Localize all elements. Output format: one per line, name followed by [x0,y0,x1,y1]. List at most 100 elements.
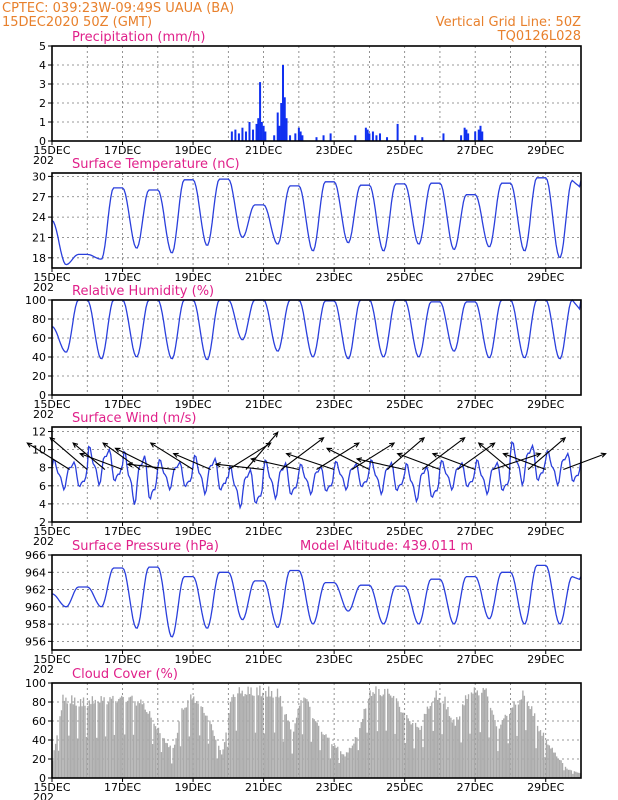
cloud-bar [209,720,211,778]
cloud-bar [56,735,58,778]
cloud-bar [416,726,418,778]
wind-arrowhead [126,462,133,468]
cloud-bar [482,687,484,778]
cloud-bar [459,716,461,778]
cloud-bar [457,719,459,778]
panel-title: Precipitation (mm/h) [72,30,205,45]
cloud-bar [548,745,551,778]
panel-temperature: 18 21 24 27 30 15DEC 17DEC 19DEC 21DEC 23DEC 25DEC… [32,157,582,294]
cloud-bar [317,725,320,778]
y-tick-label: 8 [39,462,46,475]
wind-arrowhead [26,442,33,448]
cloud-bar [406,714,408,778]
cloud-bar [204,715,207,778]
wind-arrowhead [502,452,509,458]
cloud-bar [106,704,108,778]
cloud-bar [288,721,290,778]
cloud-bar [419,729,421,778]
cloud-bar [382,694,384,778]
cloud-bar [238,687,240,778]
cloud-bar [263,733,265,778]
cloud-bar [379,695,382,778]
precip-bar [371,131,374,141]
wind-arrow [215,463,264,471]
cloud-bar [259,685,261,778]
cloud-bar [384,688,386,778]
cloud-bar [345,752,348,778]
cloud-bar [569,769,571,778]
x-tick-label: 27DEC [457,525,494,538]
panel-cloud: 0 20 40 60 80 100 15DEC 17DEC 19DEC 21DEC 23DEC 25D… [25,667,582,800]
y-tick-label: 960 [25,601,46,614]
x-year-label: 202 [33,154,54,167]
cloud-bar [489,707,492,778]
wind-arrowhead [318,437,325,443]
cloud-bar [113,734,116,778]
cloud-bar [519,700,521,778]
cloud-bar [536,725,539,778]
cloud-bar [325,734,327,778]
cloud-bar [560,760,562,778]
series-line [51,298,582,361]
cloud-bar [75,705,77,778]
cloud-bar [467,694,470,778]
x-tick-label: 29DEC [527,525,564,538]
cloud-bar [341,754,343,778]
cloud-bar [532,715,534,778]
cloud-bar [131,695,133,778]
y-tick-label: 4 [39,498,46,511]
wind-arrowhead [489,442,496,448]
cloud-bar [300,700,302,778]
cloud-bar [268,686,270,778]
cloud-bar [503,718,505,778]
cloud-bar [428,708,430,778]
cloud-bar [367,698,370,778]
cloud-bar [138,703,141,778]
cloud-bar [229,701,232,778]
cloud-bar [504,714,506,778]
cloud-bar [486,696,489,778]
cloud-bar [429,706,431,778]
cloud-bar [539,730,542,778]
cloud-bar [558,759,561,778]
cloud-bar [351,745,354,778]
panel-frame [51,682,582,779]
cloud-bar [381,696,383,778]
cloud-bar [281,706,283,778]
cloud-bar [350,748,352,778]
cloud-bar [176,732,179,778]
cloud-bar [541,735,543,778]
cloud-bar [222,749,224,778]
cloud-bar [366,732,368,778]
cloud-bar [213,735,215,778]
y-tick-label: 18 [32,252,46,265]
series-line [51,564,582,638]
cloud-bar [173,744,176,778]
panel-title: Cloud Cover (%) [72,667,178,682]
cloud-bar [201,707,204,778]
cloud-bar [65,697,67,778]
cloud-bar [141,704,143,778]
wind-arrowhead [477,442,484,448]
cloud-bar [417,727,420,778]
panel-frame [51,554,582,651]
cloud-bar [125,701,127,778]
cloud-bar [272,697,274,778]
cloud-bar [409,721,411,778]
cloud-bar [528,705,530,778]
cloud-bar [76,738,79,778]
x-tick-label: 27DEC [457,781,494,794]
cloud-bar [97,702,99,778]
cloud-bar [522,690,524,778]
wind-arrow [245,432,279,470]
precip-bar [297,127,300,141]
cloud-bar [525,730,527,778]
cloud-bar [256,687,258,778]
x-tick-label: 29DEC [527,781,564,794]
x-tick-label: 17DEC [104,144,141,157]
precip-bar [301,135,304,141]
wind-arrow [492,453,541,471]
x-tick-label: 27DEC [457,271,494,284]
wind-arrowhead [353,442,360,448]
wind-arrow [356,458,405,471]
